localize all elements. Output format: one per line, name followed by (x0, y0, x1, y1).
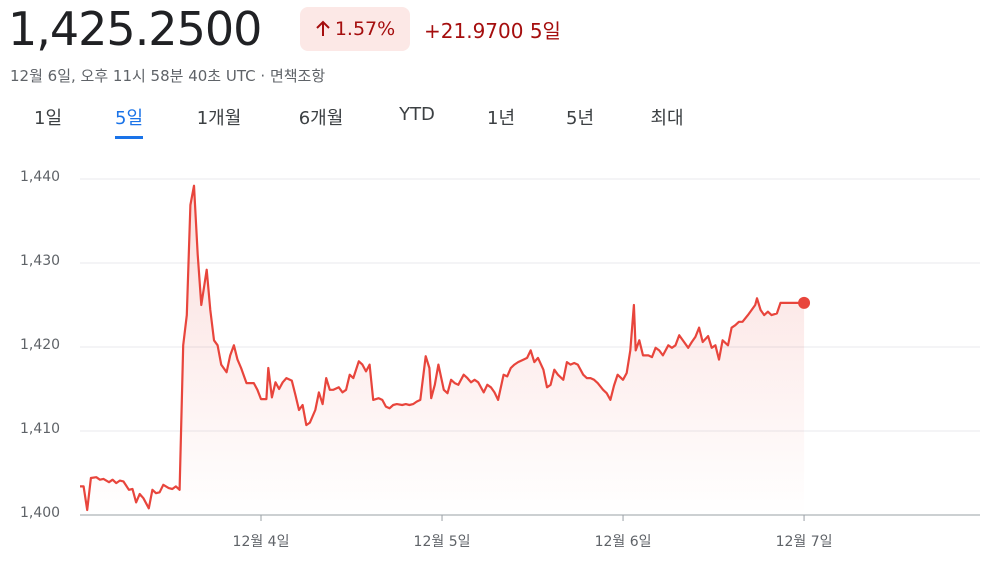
area (80, 185, 805, 515)
range-tab[interactable]: 5년 (565, 108, 595, 129)
change-chip: 1.57% (300, 7, 410, 51)
price-line (80, 184, 805, 512)
range-tab[interactable]: 1일 (33, 108, 63, 129)
range-tab[interactable]: 6개월 (298, 108, 344, 129)
last-point (798, 296, 811, 309)
x-tick-label: 12월 7일 (776, 534, 833, 550)
range-tab[interactable]: 5일 (114, 104, 144, 139)
change-percent: 1.57% (334, 18, 396, 40)
separator: · (260, 67, 266, 85)
y-tick-label: 1,430 (20, 253, 60, 269)
x-tick-label: 12월 6일 (595, 534, 652, 550)
range-tab[interactable]: YTD (399, 104, 435, 125)
disclaimer-link[interactable]: 면책조항 (269, 67, 326, 85)
up-arrow (316, 20, 330, 36)
y-tick-label: 1,420 (20, 337, 60, 353)
range-tab[interactable]: 최대 (650, 108, 684, 129)
change-period: 5일 (529, 19, 561, 43)
change: +21.9700 5일 (424, 15, 561, 44)
x-tick-label: 12월 4일 (233, 534, 290, 550)
y-tick-label: 1,400 (20, 505, 60, 521)
price: 1,425.2500 (8, 2, 262, 56)
range-tab[interactable]: 1개월 (196, 108, 242, 129)
range-tab[interactable]: 1년 (486, 108, 516, 129)
x-tick-label: 12월 5일 (414, 534, 471, 550)
timestamp: 12월 6일, 오후 11시 58분 40초 UTC (10, 67, 256, 85)
subtitle: 12월 6일, 오후 11시 58분 40초 UTC · 면책조항 (10, 65, 325, 86)
change-absolute: +21.9700 (424, 19, 524, 43)
y-tick-label: 1,440 (20, 169, 60, 185)
range-tabs: 1일 5일 1개월 6개월 YTD 1년 5년 최대 (0, 104, 992, 140)
y-tick-label: 1,410 (20, 421, 60, 437)
